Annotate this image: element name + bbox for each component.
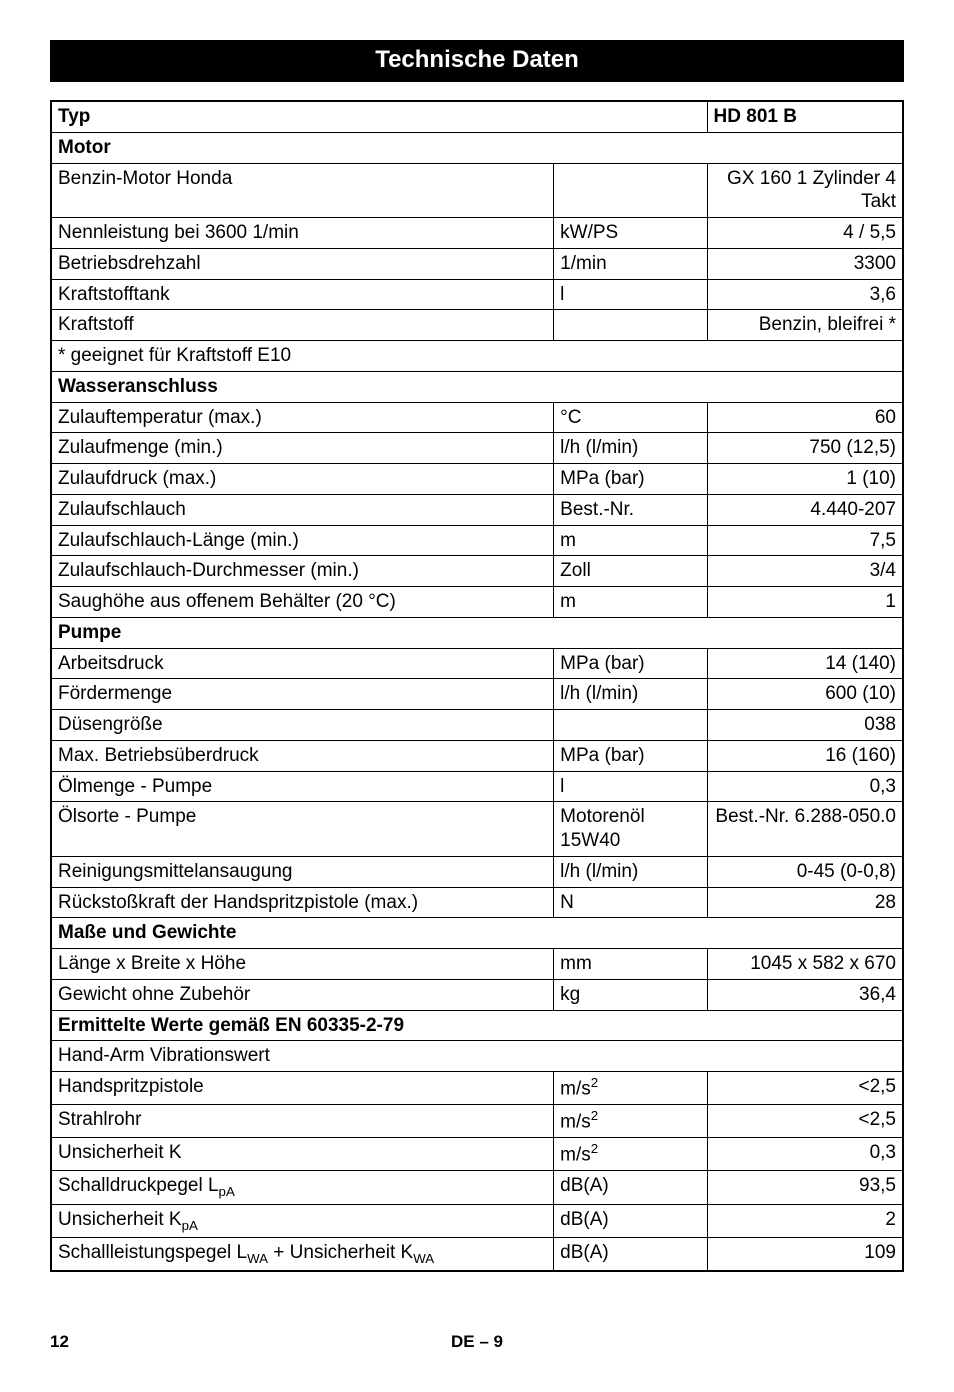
spec-value: 038 (707, 710, 903, 741)
spec-value: 1045 x 582 x 670 (707, 949, 903, 980)
spec-unit: mm (554, 949, 707, 980)
spec-value: 0-45 (0-0,8) (707, 856, 903, 887)
spec-value: 750 (12,5) (707, 433, 903, 464)
spec-value: 1 (707, 587, 903, 618)
spec-unit: l/h (l/min) (554, 433, 707, 464)
spec-value: 28 (707, 887, 903, 918)
spec-unit: MPa (bar) (554, 648, 707, 679)
spec-value: 7,5 (707, 525, 903, 556)
spec-unit: °C (554, 402, 707, 433)
spec-param: Ölsorte - Pumpe (51, 802, 554, 857)
spec-unit: N (554, 887, 707, 918)
spec-value: 3/4 (707, 556, 903, 587)
spec-unit: l/h (l/min) (554, 679, 707, 710)
spec-param: Saughöhe aus offenem Behälter (20 °C) (51, 587, 554, 618)
page-title: Technische Daten (50, 40, 904, 82)
spec-param: Fördermenge (51, 679, 554, 710)
spec-param: Arbeitsdruck (51, 648, 554, 679)
spec-unit: kg (554, 979, 707, 1010)
section-heading: Maße und Gewichte (51, 918, 903, 949)
page-number: 12 (50, 1332, 69, 1352)
spec-value: 600 (10) (707, 679, 903, 710)
spec-value: 14 (140) (707, 648, 903, 679)
spec-unit (554, 710, 707, 741)
spec-param: Reinigungsmittelansaugung (51, 856, 554, 887)
spec-param: Zulaufdruck (max.) (51, 464, 554, 495)
spec-value: 36,4 (707, 979, 903, 1010)
spec-param: Zulaufmenge (min.) (51, 433, 554, 464)
spec-value: 16 (160) (707, 740, 903, 771)
column-type-label: Typ (51, 101, 707, 132)
section-heading: Pumpe (51, 617, 903, 648)
spec-param: Handspritzpistole (51, 1072, 554, 1105)
spec-unit: l (554, 279, 707, 310)
spec-param: Schallleistungspegel LWA + Unsicherheit … (51, 1238, 554, 1272)
spec-unit (554, 163, 707, 218)
spec-value: Benzin, bleifrei * (707, 310, 903, 341)
spec-param: Max. Betriebsüberdruck (51, 740, 554, 771)
spec-unit: m/s2 (554, 1105, 707, 1138)
spec-value: 60 (707, 402, 903, 433)
spec-param: Länge x Breite x Höhe (51, 949, 554, 980)
spec-unit: dB(A) (554, 1204, 707, 1237)
spec-unit: MPa (bar) (554, 740, 707, 771)
spec-value: 4.440-207 (707, 494, 903, 525)
spec-param: Rückstoßkraft der Handspritzpistole (max… (51, 887, 554, 918)
spec-param: Gewicht ohne Zubehör (51, 979, 554, 1010)
spec-unit: dB(A) (554, 1238, 707, 1272)
spec-param: Zulaufschlauch (51, 494, 554, 525)
spec-unit: Zoll (554, 556, 707, 587)
spec-param: Benzin-Motor Honda (51, 163, 554, 218)
spec-param: Zulaufschlauch-Durchmesser (min.) (51, 556, 554, 587)
section-heading: Ermittelte Werte gemäß EN 60335-2-79 (51, 1010, 903, 1041)
spec-unit: Best.-Nr. (554, 494, 707, 525)
spec-unit: m/s2 (554, 1138, 707, 1171)
spec-unit (554, 310, 707, 341)
spec-param: Ölmenge - Pumpe (51, 771, 554, 802)
spec-value: 0,3 (707, 1138, 903, 1171)
spec-unit: l (554, 771, 707, 802)
spec-value: <2,5 (707, 1072, 903, 1105)
spec-value: 93,5 (707, 1171, 903, 1204)
spec-unit: Motorenöl 15W40 (554, 802, 707, 857)
spec-unit: m (554, 587, 707, 618)
spec-param: Düsengröße (51, 710, 554, 741)
spec-unit: dB(A) (554, 1171, 707, 1204)
spec-param: Zulaufschlauch-Länge (min.) (51, 525, 554, 556)
spec-param: Strahlrohr (51, 1105, 554, 1138)
spec-value: 3,6 (707, 279, 903, 310)
spec-param: Schalldruckpegel LpA (51, 1171, 554, 1204)
spec-value: 2 (707, 1204, 903, 1237)
spec-value: <2,5 (707, 1105, 903, 1138)
column-model: HD 801 B (707, 101, 903, 132)
spec-unit: 1/min (554, 248, 707, 279)
spec-row-full: * geeignet für Kraftstoff E10 (51, 341, 903, 372)
spec-unit: MPa (bar) (554, 464, 707, 495)
spec-param: Kraftstoff (51, 310, 554, 341)
spec-value: 4 / 5,5 (707, 218, 903, 249)
section-heading: Wasseranschluss (51, 371, 903, 402)
spec-unit: m/s2 (554, 1072, 707, 1105)
spec-value: Best.-Nr. 6.288-050.0 (707, 802, 903, 857)
spec-value: 0,3 (707, 771, 903, 802)
spec-row-full: Hand-Arm Vibrationswert (51, 1041, 903, 1072)
spec-value: GX 160 1 Zylinder 4 Takt (707, 163, 903, 218)
spec-value: 1 (10) (707, 464, 903, 495)
spec-value: 109 (707, 1238, 903, 1272)
section-heading: Motor (51, 132, 903, 163)
page-footer: 12 DE – 9 12 (50, 1332, 904, 1352)
spec-param: Nennleistung bei 3600 1/min (51, 218, 554, 249)
spec-unit: m (554, 525, 707, 556)
spec-param: Betriebsdrehzahl (51, 248, 554, 279)
spec-param: Unsicherheit K (51, 1138, 554, 1171)
spec-unit: l/h (l/min) (554, 856, 707, 887)
spec-value: 3300 (707, 248, 903, 279)
spec-param: Kraftstofftank (51, 279, 554, 310)
spec-param: Unsicherheit KpA (51, 1204, 554, 1237)
spec-table: TypHD 801 BMotorBenzin-Motor Honda GX 160… (50, 100, 904, 1272)
spec-param: Zulauftemperatur (max.) (51, 402, 554, 433)
footer-center: DE – 9 (451, 1332, 503, 1352)
spec-unit: kW/PS (554, 218, 707, 249)
